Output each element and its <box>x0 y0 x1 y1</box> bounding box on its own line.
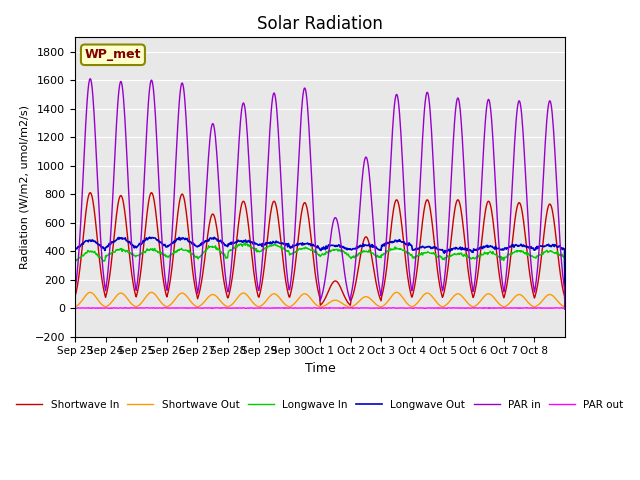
Shortwave In <box>220 274 227 279</box>
Shortwave In <box>71 294 79 300</box>
PAR out <box>561 305 569 311</box>
PAR out <box>220 305 227 311</box>
Line: PAR out: PAR out <box>75 308 565 309</box>
Longwave In <box>219 251 227 256</box>
PAR in <box>561 305 569 311</box>
Line: Longwave In: Longwave In <box>75 243 565 307</box>
Longwave Out <box>244 239 252 244</box>
Longwave In <box>371 252 378 258</box>
Shortwave Out <box>561 305 569 311</box>
PAR in <box>262 200 270 205</box>
Longwave In <box>129 252 136 257</box>
Text: WP_met: WP_met <box>84 48 141 61</box>
PAR out <box>262 305 270 311</box>
Longwave Out <box>129 243 136 249</box>
PAR in <box>71 288 79 294</box>
Shortwave Out <box>262 298 270 304</box>
Shortwave Out <box>244 293 252 299</box>
Shortwave Out <box>86 289 94 295</box>
Longwave In <box>71 259 79 264</box>
Longwave Out <box>220 240 227 245</box>
PAR out <box>129 305 137 311</box>
Longwave In <box>398 247 406 252</box>
PAR out <box>244 305 252 311</box>
Line: PAR in: PAR in <box>75 79 565 308</box>
Longwave Out <box>146 234 154 240</box>
Shortwave Out <box>129 302 137 308</box>
Shortwave Out <box>71 304 79 310</box>
PAR out <box>371 305 378 311</box>
Longwave Out <box>262 240 270 246</box>
PAR in <box>244 134 252 140</box>
Longwave In <box>244 241 252 247</box>
Legend: Shortwave In, Shortwave Out, Longwave In, Longwave Out, PAR in, PAR out: Shortwave In, Shortwave Out, Longwave In… <box>12 396 628 414</box>
PAR out <box>399 305 406 311</box>
Longwave Out <box>371 245 378 251</box>
PAR in <box>220 249 227 255</box>
Shortwave In <box>398 226 406 231</box>
X-axis label: Time: Time <box>305 362 335 375</box>
Line: Shortwave Out: Shortwave Out <box>75 292 565 308</box>
Line: Shortwave In: Shortwave In <box>75 192 565 308</box>
Longwave In <box>241 240 249 246</box>
Longwave Out <box>71 248 79 253</box>
Longwave Out <box>398 239 406 245</box>
Shortwave In <box>262 250 270 255</box>
Line: Longwave Out: Longwave Out <box>75 237 565 309</box>
Shortwave Out <box>371 300 378 306</box>
Longwave In <box>561 304 569 310</box>
Shortwave In <box>129 280 137 286</box>
Longwave Out <box>561 306 569 312</box>
PAR in <box>86 76 94 82</box>
Longwave In <box>262 245 270 251</box>
PAR in <box>398 153 406 158</box>
Shortwave Out <box>398 294 406 300</box>
Shortwave In <box>244 215 252 220</box>
Title: Solar Radiation: Solar Radiation <box>257 15 383 33</box>
PAR out <box>122 305 129 311</box>
Shortwave In <box>371 272 378 277</box>
PAR out <box>383 306 390 312</box>
Shortwave Out <box>220 301 227 307</box>
Shortwave In <box>86 190 94 195</box>
Shortwave In <box>561 305 569 311</box>
PAR in <box>129 261 137 267</box>
PAR in <box>371 240 378 245</box>
PAR out <box>71 305 79 311</box>
Y-axis label: Radiation (W/m2, umol/m2/s): Radiation (W/m2, umol/m2/s) <box>19 105 29 269</box>
